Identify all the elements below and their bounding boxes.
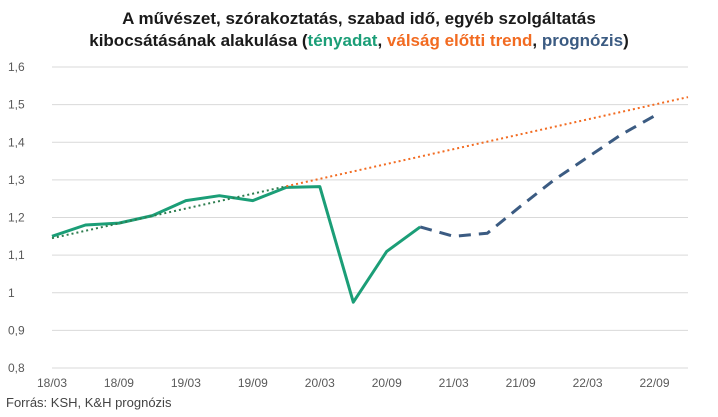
- x-tick-label: 22/09: [640, 376, 670, 390]
- x-tick-label: 18/03: [37, 376, 67, 390]
- y-tick-label: 1,1: [8, 248, 25, 262]
- y-tick-label: 1,4: [8, 135, 25, 149]
- title-actual-label: tényadat: [307, 31, 378, 50]
- x-tick-label: 20/03: [305, 376, 335, 390]
- x-tick-label: 21/03: [439, 376, 469, 390]
- y-tick-label: 0,9: [8, 323, 25, 337]
- y-tick-label: 1,3: [8, 173, 25, 187]
- forecast-line: [419, 114, 656, 238]
- y-tick-label: 1,5: [8, 98, 25, 112]
- title-suffix: ): [623, 31, 629, 50]
- title-forecast-label: prognózis: [541, 31, 624, 50]
- y-tick-label: 0,8: [8, 361, 25, 375]
- trend-line-projection: [286, 96, 689, 188]
- source-note: Forrás: KSH, K&H prognózis: [6, 395, 172, 410]
- title-prefix: kibocsátásának alakulása (: [89, 31, 308, 50]
- grid-lines: [52, 66, 688, 369]
- x-tick-label: 22/03: [573, 376, 603, 390]
- x-tick-label: 19/09: [238, 376, 268, 390]
- y-axis-ticks: 0,8 0,9 1 1,1 1,2 1,3 1,4 1,5 1,6: [8, 60, 25, 375]
- y-tick-label: 1,6: [8, 60, 25, 74]
- actual-data-line: [51, 185, 422, 304]
- title-trend-label: válság előtti trend: [386, 31, 533, 50]
- x-tick-label: 20/09: [372, 376, 402, 390]
- x-axis-ticks: 18/03 18/09 19/03 19/09 20/03 20/09 21/03 21/09…: [37, 376, 670, 390]
- chart-title-line1: A művészet, szórakoztatás, szabad idő, e…: [122, 9, 596, 28]
- y-tick-label: 1,2: [8, 211, 25, 225]
- x-tick-label: 21/09: [506, 376, 536, 390]
- y-tick-label: 1: [8, 286, 15, 300]
- x-tick-label: 19/03: [171, 376, 201, 390]
- trend-line-fit: [51, 185, 287, 240]
- series-lines: [51, 96, 689, 304]
- chart-title: A művészet, szórakoztatás, szabad idő, e…: [0, 8, 718, 52]
- title-sep1: ,: [377, 31, 387, 50]
- title-sep2: ,: [532, 31, 542, 50]
- chart-title-line2: kibocsátásának alakulása (tényadat, váls…: [0, 30, 718, 52]
- x-tick-label: 18/09: [104, 376, 134, 390]
